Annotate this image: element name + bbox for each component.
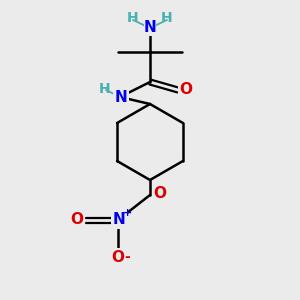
Text: O: O xyxy=(70,212,83,226)
Text: -: - xyxy=(124,250,130,264)
Text: N: N xyxy=(115,89,128,104)
Text: N: N xyxy=(112,212,125,227)
Text: +: + xyxy=(122,208,132,218)
Text: N: N xyxy=(144,20,156,35)
Text: H: H xyxy=(161,11,173,25)
Text: O: O xyxy=(154,187,166,202)
Text: O: O xyxy=(112,250,124,265)
Text: O: O xyxy=(179,82,193,98)
Text: H: H xyxy=(99,82,111,96)
Text: H: H xyxy=(127,11,139,25)
